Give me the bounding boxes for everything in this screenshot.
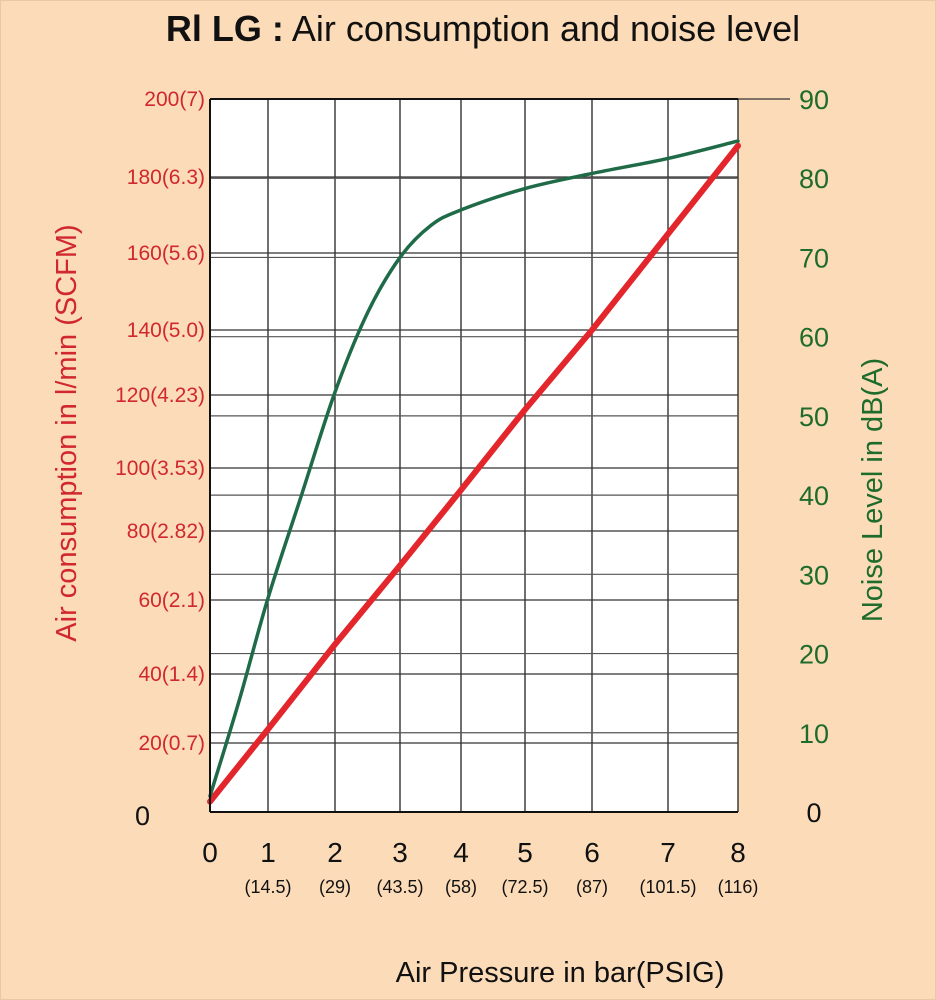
right-tick-label: 80 — [799, 164, 829, 194]
right-tick-label: 70 — [799, 243, 829, 273]
axes: 0 1 (14.5) 2 (29) 3 (43.5) 4 (58) 5 (72.5) 6 (87) 7 (1… — [115, 85, 829, 897]
x-sub-label: (101.5) — [639, 877, 696, 897]
left-tick-label: 140(5.0) — [127, 319, 205, 342]
right-tick-label: 30 — [799, 560, 829, 590]
right-tick-label: 40 — [799, 481, 829, 511]
right-tick-label: 90 — [799, 85, 829, 115]
right-tick-label: 0 — [806, 798, 821, 828]
left-tick-label: 180(6.3) — [127, 166, 205, 189]
left-axis-label: Air consumption in l/min (SCFM) — [51, 224, 83, 641]
x-tick-label: 5 — [517, 837, 533, 868]
x-sub-label: (43.5) — [376, 877, 423, 897]
x-tick-label: 2 — [327, 837, 343, 868]
x-tick-label: 4 — [453, 837, 469, 868]
x-sub-label: (14.5) — [244, 877, 291, 897]
left-tick-label: 40(1.4) — [138, 663, 205, 686]
x-sub-label: (87) — [576, 877, 608, 897]
chart-title-rest: Air consumption and noise level — [283, 8, 801, 49]
x-sub-label: (29) — [319, 877, 351, 897]
left-tick-label: 100(3.53) — [115, 457, 205, 480]
left-tick-label: 120(4.23) — [115, 384, 205, 407]
left-tick-label: 0 — [135, 801, 150, 831]
right-tick-label: 20 — [799, 640, 829, 670]
right-tick-label: 60 — [799, 323, 829, 353]
right-tick-label: 50 — [799, 402, 829, 432]
left-tick-label: 20(0.7) — [138, 732, 205, 755]
x-sub-label: (116) — [718, 877, 759, 897]
left-tick-label: 160(5.6) — [127, 242, 205, 265]
left-tick-label: 60(2.1) — [138, 589, 205, 612]
x-sub-label: (72.5) — [501, 877, 548, 897]
x-tick-label: 0 — [202, 837, 218, 868]
x-tick-label: 8 — [730, 837, 746, 868]
x-axis-label: Air Pressure in bar(PSIG) — [396, 957, 725, 989]
grid — [210, 99, 739, 812]
right-axis-label: Noise Level in dB(A) — [857, 358, 889, 622]
left-tick-label: 80(2.82) — [127, 520, 205, 543]
x-tick-label: 6 — [584, 837, 600, 868]
x-tick-label: 1 — [260, 837, 276, 868]
chart-title: Rl LG : Air consumption and noise level — [0, 8, 936, 50]
chart-title-bold: Rl LG : — [165, 8, 284, 49]
x-tick-label: 3 — [392, 837, 408, 868]
left-tick-label: 200(7) — [144, 88, 205, 111]
x-sub-label: (58) — [445, 877, 477, 897]
right-tick-label: 10 — [799, 719, 829, 749]
x-tick-label: 7 — [660, 837, 676, 868]
